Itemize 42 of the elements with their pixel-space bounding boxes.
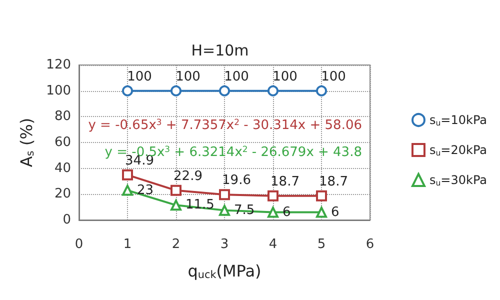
x-tick-label: 1 (123, 237, 132, 252)
x-tick-label: 4 (268, 237, 278, 252)
data-label: 6 (331, 204, 340, 220)
data-label: 100 (321, 69, 346, 84)
point (268, 190, 278, 202)
x-tick-label: 6 (366, 237, 374, 252)
data-label: 18.7 (270, 174, 300, 190)
point (219, 189, 230, 200)
point (122, 85, 133, 96)
y-tick-label: 20 (54, 186, 71, 202)
point (170, 200, 182, 211)
x-tick-label: 2 (172, 237, 180, 252)
y-tick-label: 80 (54, 109, 71, 124)
point (316, 85, 327, 96)
point (219, 204, 230, 216)
data-label: 100 (176, 69, 200, 84)
point (122, 184, 133, 196)
point (219, 85, 230, 96)
y-tick-label: 120 (46, 58, 71, 72)
point (316, 190, 327, 202)
data-label: 23 (137, 182, 154, 198)
chart-title: H=10m (191, 42, 249, 60)
y-axis-title: As (%) (16, 118, 36, 168)
point (170, 85, 182, 96)
point (170, 184, 182, 196)
x-tick-label: 3 (220, 237, 229, 252)
data-label: 100 (224, 69, 249, 84)
data-label: 100 (127, 69, 152, 84)
data-label: 22.9 (174, 168, 202, 184)
data-label: 18.7 (319, 174, 348, 190)
y-tick-label: 0 (62, 212, 71, 228)
y-tick-label: 40 (54, 160, 71, 176)
x-tick-label: 0 (74, 237, 84, 252)
point (268, 206, 278, 218)
x-tick-label: 5 (317, 237, 326, 252)
point (268, 85, 278, 96)
point (316, 206, 327, 218)
data-label: 100 (272, 69, 298, 84)
point (122, 169, 133, 180)
data-label: 19.6 (222, 173, 251, 188)
y-tick-label: 60 (54, 135, 71, 150)
y-tick-label: 100 (46, 83, 71, 98)
